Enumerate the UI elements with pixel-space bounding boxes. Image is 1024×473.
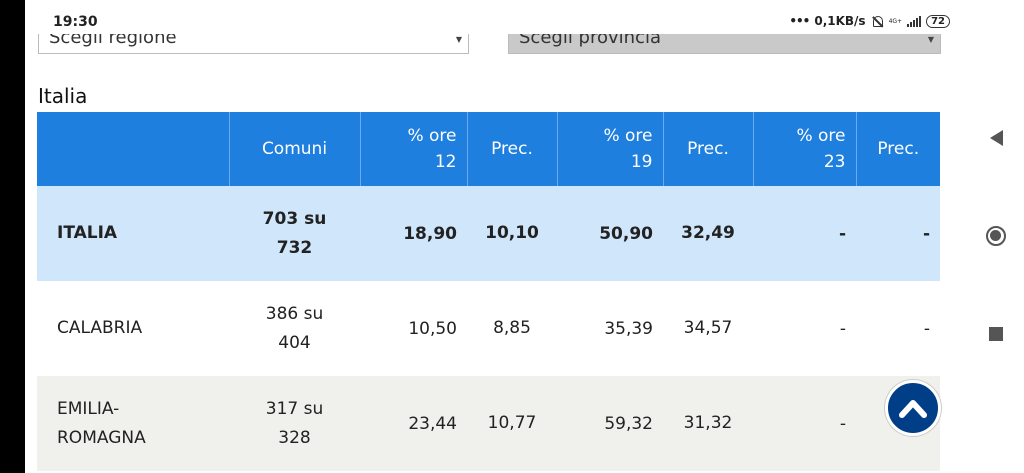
android-nav-bar	[968, 0, 1024, 473]
cell-prec19: 31,32	[663, 376, 753, 471]
header-ore12: % ore 12	[360, 112, 468, 186]
battery-icon: 72	[926, 14, 950, 28]
status-time: 19:30	[53, 14, 98, 30]
nav-home-button[interactable]	[968, 216, 1024, 256]
cell-ore19: 59,32	[557, 376, 663, 471]
cell-comuni: 703 su 732	[229, 186, 360, 281]
header-name	[37, 112, 230, 186]
signal-icon	[907, 15, 922, 27]
square-recents-icon	[989, 327, 1003, 341]
cell-prec19: 34,57	[663, 281, 753, 376]
cell-prec12: 10,77	[467, 376, 557, 471]
cell-name: CALABRIA	[37, 281, 229, 376]
header-ore23: % ore 23	[753, 112, 857, 186]
mute-bell-icon	[871, 15, 884, 28]
header-prec19: Prec.	[663, 112, 754, 186]
cell-name: ITALIA	[37, 186, 229, 281]
cell-prec12: 8,85	[467, 281, 557, 376]
cell-ore12: 10,50	[360, 281, 467, 376]
cell-ore12: 18,90	[360, 186, 467, 281]
cell-comuni: 386 su 404	[229, 281, 360, 376]
table-row-italia[interactable]: ITALIA 703 su 732 18,90 10,10 50,90 32,49…	[37, 186, 940, 281]
status-icons: ••• 0,1KB/s 4G+ 72	[789, 14, 950, 28]
nav-back-button[interactable]	[968, 118, 1024, 158]
table-row-calabria[interactable]: CALABRIA 386 su 404 10,50 8,85 35,39 34,5…	[37, 281, 940, 376]
dropdown-arrow-icon: ▼	[927, 35, 934, 44]
dropdown-arrow-icon: ▼	[455, 35, 462, 44]
table-header-row: Comuni % ore 12 Prec. % ore 19 Prec. % ore…	[37, 112, 940, 186]
cell-name: EMILIA- ROMAGNA	[37, 376, 229, 471]
triangle-back-icon	[989, 130, 1003, 146]
cell-ore12: 23,44	[360, 376, 467, 471]
chevron-up-icon	[899, 400, 927, 418]
header-comuni: Comuni	[229, 112, 361, 186]
cell-ore19: 35,39	[557, 281, 663, 376]
left-black-strip	[0, 0, 25, 473]
scroll-to-top-button[interactable]	[885, 380, 941, 436]
cell-ore23: -	[753, 376, 856, 471]
cell-ore23: -	[753, 186, 856, 281]
header-prec23: Prec.	[856, 112, 940, 186]
status-bar: 19:30 ••• 0,1KB/s 4G+ 72	[25, 0, 968, 34]
cell-ore19: 50,90	[557, 186, 663, 281]
cell-ore23: -	[753, 281, 856, 376]
circle-home-icon	[986, 226, 1006, 246]
cell-comuni: 317 su 328	[229, 376, 360, 471]
section-title: Italia	[38, 84, 88, 108]
cell-prec23: -	[856, 281, 940, 376]
cell-prec23: -	[856, 186, 940, 281]
nav-recents-button[interactable]	[968, 314, 1024, 354]
network-speed: 0,1KB/s	[814, 14, 866, 28]
network-gen: 4G+	[888, 17, 903, 25]
browser-content: 19:30 ••• 0,1KB/s 4G+ 72 Scegli regione …	[25, 0, 968, 473]
table-row-emilia-romagna[interactable]: EMILIA- ROMAGNA 317 su 328 23,44 10,77 59,…	[37, 376, 940, 471]
turnout-table: Comuni % ore 12 Prec. % ore 19 Prec. % ore…	[37, 112, 940, 471]
header-ore19: % ore 19	[557, 112, 664, 186]
cell-prec12: 10,10	[467, 186, 557, 281]
header-prec12: Prec.	[467, 112, 558, 186]
cell-prec19: 32,49	[663, 186, 753, 281]
more-dots-icon: •••	[789, 14, 810, 28]
